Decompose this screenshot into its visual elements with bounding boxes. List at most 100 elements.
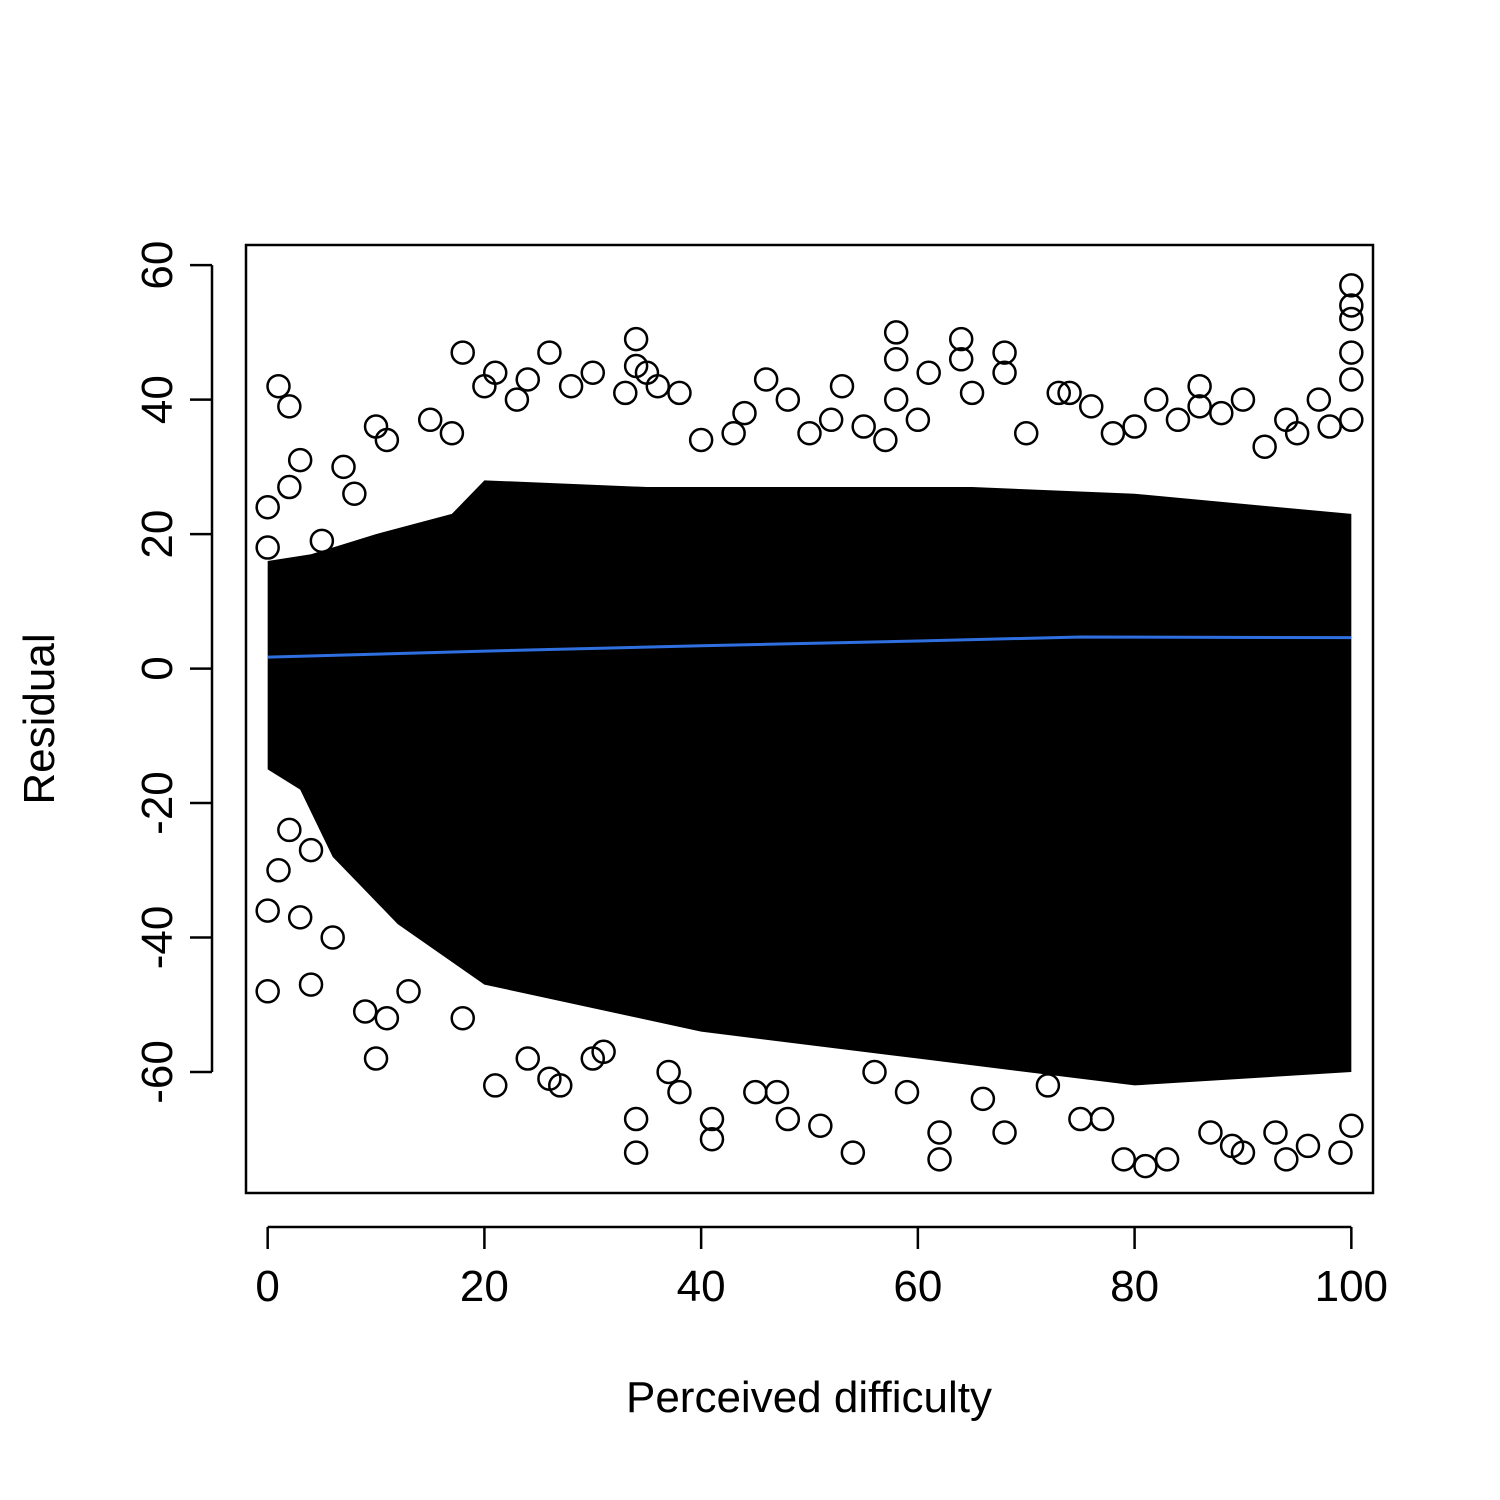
data-point [883,347,909,372]
data-point [1209,400,1234,426]
data-point [331,454,356,480]
data-point [1230,1140,1256,1165]
data-point [1339,293,1364,318]
data-point [840,1140,866,1165]
data-point [699,1126,725,1152]
data-point [1263,1120,1288,1145]
x-axis-title: Perceived difficulty [626,1373,992,1422]
data-point [851,414,876,439]
data-point [699,1106,725,1132]
data-point [309,528,335,554]
data-point [1284,421,1310,446]
data-point [352,999,378,1024]
data-point [1317,414,1342,439]
data-point [667,380,692,406]
x-tick-label: 40 [677,1262,726,1311]
x-tick-label: 100 [1315,1262,1388,1311]
data-point [1339,273,1364,298]
data-point [970,1086,996,1112]
data-point [255,979,280,1004]
data-point [515,367,540,392]
data-point [363,1046,389,1071]
data-point [450,340,475,365]
data-layer [255,273,1364,1179]
data-point [808,1113,833,1139]
data-point [667,1079,692,1105]
data-point [894,1079,920,1105]
data-point [255,494,280,520]
data-point [775,1106,801,1132]
point-density-band [267,480,1352,1086]
data-point [1133,1153,1158,1179]
data-point [482,360,508,385]
data-point [1187,394,1212,419]
data-point [753,367,779,392]
data-point [482,1073,508,1098]
data-point [558,373,584,399]
data-point [1079,394,1104,419]
data-point [862,1059,887,1085]
data-point [450,1005,475,1031]
data-point [905,407,931,433]
data-point [1198,1120,1223,1145]
data-point [374,1005,400,1031]
data-point [992,360,1017,385]
data-point [916,360,941,385]
data-point [1328,1140,1353,1165]
data-point [764,1079,790,1105]
data-point [548,1073,573,1098]
data-point [1252,434,1277,459]
data-point [515,1046,540,1071]
data-point [1013,421,1039,446]
y-tick-label: 60 [133,241,182,290]
data-point [374,427,400,453]
points-layer [255,273,1364,1179]
data-point [613,380,638,406]
data-point [927,1147,952,1172]
data-point [277,817,302,843]
data-point [1339,340,1364,365]
data-point [721,421,746,446]
data-point [1046,380,1071,406]
data-point [1306,387,1332,412]
x-tick-label: 60 [893,1262,942,1311]
data-point [873,427,898,453]
data-point [1122,414,1147,439]
data-point [1057,380,1082,406]
x-tick-label: 80 [1110,1262,1159,1311]
data-point [298,837,324,863]
data-point [1100,421,1126,446]
y-tick-label: -20 [133,771,182,835]
data-point [1187,373,1212,399]
data-point [883,320,909,345]
data-point [1154,1147,1180,1172]
data-point [645,373,671,399]
data-point [1339,407,1364,433]
x-axis: 0 20 40 60 80 100 [255,1225,1388,1311]
data-point [775,387,801,412]
data-point [417,407,443,433]
data-point [1339,367,1364,392]
data-point [959,380,985,406]
data-point [266,858,291,883]
data-point [1144,387,1169,412]
data-point [732,400,757,426]
data-point [818,407,844,433]
data-point [537,340,562,365]
data-point [580,360,606,385]
data-point [623,1140,649,1165]
data-point [883,387,909,412]
data-point [797,421,822,446]
data-point [623,1106,649,1132]
data-point [656,1059,681,1085]
data-point [255,898,280,923]
data-point [1230,387,1256,412]
data-point [439,421,465,446]
data-point [591,1039,616,1065]
x-tick-label: 20 [460,1262,509,1311]
data-point [342,481,367,507]
data-point [1111,1147,1137,1172]
data-point [1089,1106,1115,1132]
data-point [927,1120,952,1145]
